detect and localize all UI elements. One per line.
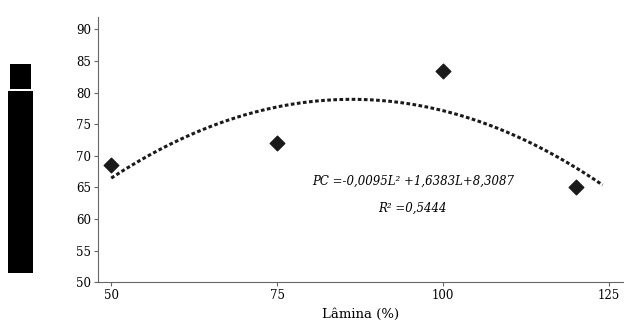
Text: PC =-0,0095L² +1,6383L+8,3087: PC =-0,0095L² +1,6383L+8,3087 bbox=[312, 175, 514, 188]
Text: R² =0,5444: R² =0,5444 bbox=[379, 201, 447, 214]
Point bbox=[272, 140, 283, 146]
Bar bbox=[10, 64, 31, 89]
Point bbox=[106, 163, 116, 168]
Bar bbox=[8, 91, 33, 273]
Point bbox=[438, 68, 448, 73]
Point bbox=[571, 185, 581, 190]
X-axis label: Lâmina (%): Lâmina (%) bbox=[322, 308, 399, 321]
